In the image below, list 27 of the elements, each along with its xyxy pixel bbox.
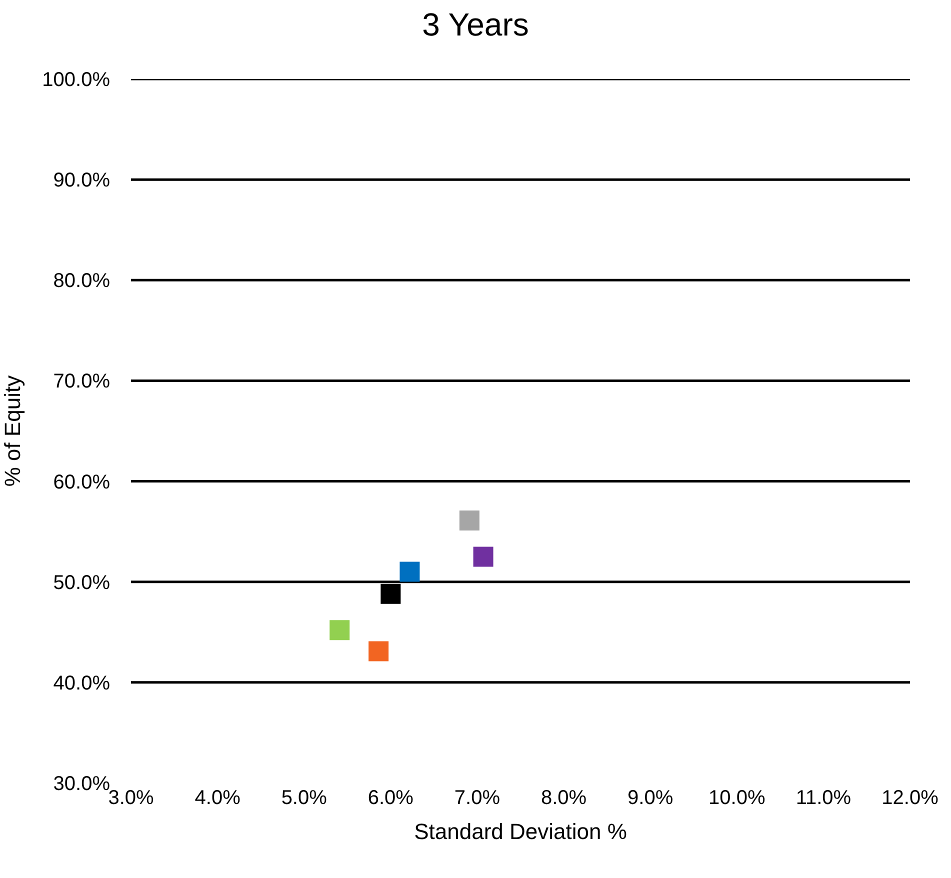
x-tick-label: 7.0% [454,787,500,809]
x-tick-label: 9.0% [628,787,674,809]
y-tick-label: 90.0% [53,170,110,192]
x-tick-label: 4.0% [194,787,241,809]
y-tick-label: 100.0% [42,69,110,91]
y-tick-label: 40.0% [53,672,110,694]
x-tick-label: 12.0% [882,787,939,809]
y-axis-title: % of Equity [0,375,25,487]
point [330,620,350,640]
point [380,584,401,604]
y-tick-label: 80.0% [53,270,110,292]
y-tick-label: 70.0% [53,370,110,393]
x-axis-title: Standard Deviation % [414,818,627,844]
x-tick-label: 11.0% [796,787,852,809]
x-tick-label: 6.0% [368,787,414,809]
point [473,546,494,567]
y-tick-label: 60.0% [53,471,110,494]
point [400,562,420,582]
x-tick-label: 5.0% [281,787,328,809]
chart-title: 3 Years [422,6,529,43]
point [459,510,480,531]
x-tick-label: 10.0% [708,787,766,809]
x-tick-label: 8.0% [540,787,587,809]
point [368,641,389,662]
y-tick-label: 50.0% [53,572,110,594]
y-tick-label: 30.0% [53,773,110,795]
x-tick-label: 3.0% [108,787,154,809]
